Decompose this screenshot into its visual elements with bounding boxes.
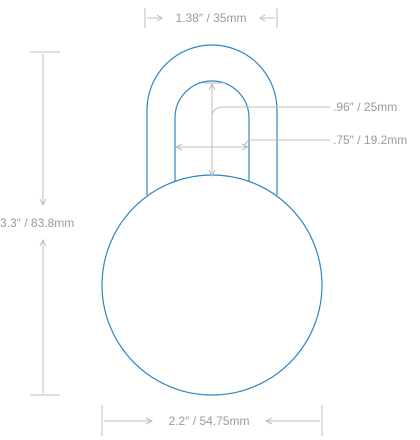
body-width-arrowhead-left: [145, 417, 154, 425]
shackle-inner: [174, 80, 250, 183]
shackle-outer: [146, 44, 278, 195]
body-width-label: 2.2″ / 54.75mm: [169, 414, 250, 428]
height-label: 3.3″ / 83.8mm: [0, 216, 74, 230]
shackle-diameter-leader: [243, 139, 330, 148]
dimension-lines: [30, 8, 330, 436]
shackle-diameter-arrowhead-left: [174, 143, 183, 151]
shackle-diameter-label: .75″ / 19.2mm: [333, 133, 407, 147]
body-width-arrowhead-right: [264, 417, 273, 425]
shackle-width-arrowhead-bottom: [208, 169, 216, 178]
top-width-label: 1.38″ / 35mm: [176, 11, 247, 25]
height-arrowhead-upper: [39, 198, 47, 207]
padlock-body: [101, 174, 323, 396]
shackle-diameter-arrowhead-right: [241, 143, 250, 151]
shackle-width-arrowhead-top: [208, 82, 216, 91]
top-width-arrowhead-left: [156, 14, 163, 22]
top-width-arrowhead-right: [259, 14, 266, 22]
shackle-width-label: .96″ / 25mm: [333, 100, 397, 114]
height-arrowhead-lower: [39, 238, 47, 247]
shackle-width-leader: [211, 106, 330, 116]
